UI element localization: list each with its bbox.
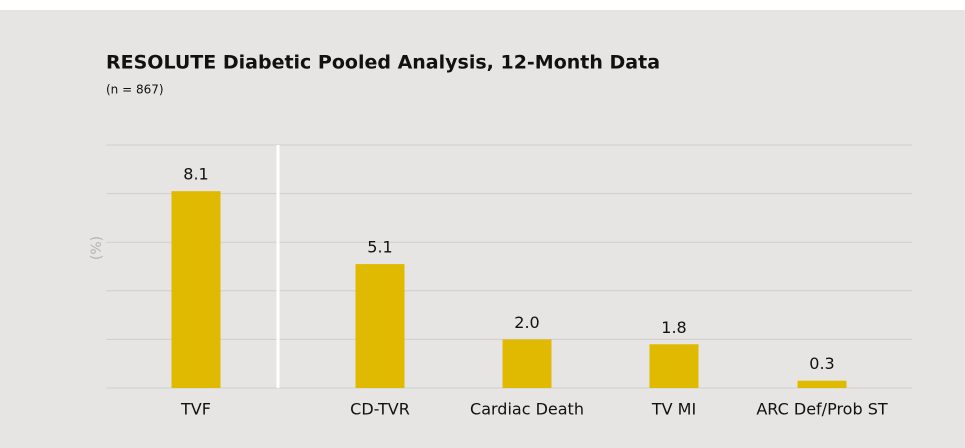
bar <box>797 380 847 388</box>
bar <box>502 339 552 388</box>
chart-title: RESOLUTE Diabetic Pooled Analysis, 12-Mo… <box>106 52 660 74</box>
x-tick-label: TVF <box>180 400 211 419</box>
x-tick-label: ARC Def/Prob ST <box>756 400 887 419</box>
value-label: 1.8 <box>661 318 686 337</box>
value-label: 8.1 <box>183 165 208 184</box>
value-label: 5.1 <box>367 238 392 257</box>
bar <box>649 344 699 388</box>
y-axis-label: (%) <box>89 236 105 260</box>
panel <box>0 10 965 448</box>
x-tick-label: TV MI <box>651 400 696 419</box>
value-label: 0.3 <box>809 354 834 373</box>
x-tick-label: Cardiac Death <box>470 400 584 419</box>
x-tick-label: CD-TVR <box>350 400 410 419</box>
bar <box>171 191 221 388</box>
value-label: 2.0 <box>514 313 539 332</box>
chart-subtitle: (n = 867) <box>106 83 164 97</box>
bar <box>355 264 405 388</box>
